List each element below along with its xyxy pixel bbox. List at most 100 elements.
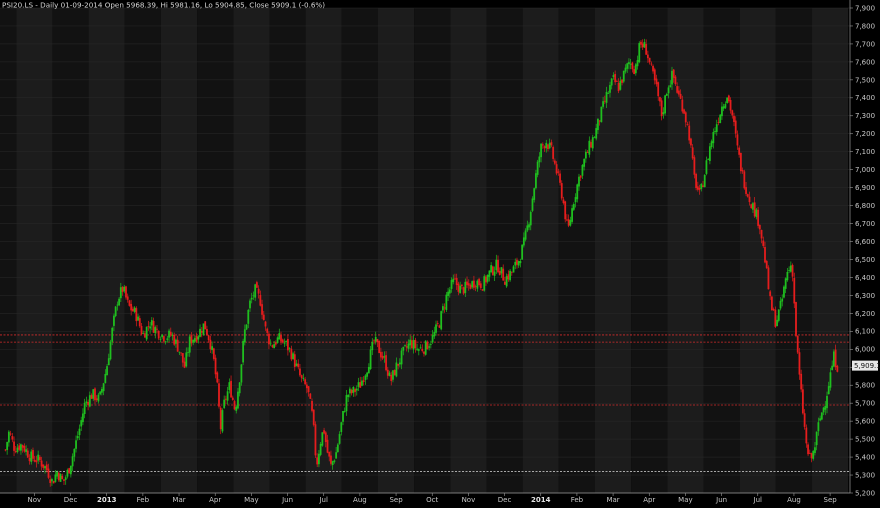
candle-body <box>770 296 773 311</box>
candle-body <box>693 157 696 175</box>
candle-body <box>674 76 677 85</box>
candle-body <box>631 62 634 70</box>
candle-body <box>560 183 563 199</box>
candle-body <box>690 138 692 146</box>
candle-body <box>445 294 448 310</box>
candle-body <box>202 323 205 335</box>
candle-body <box>304 379 307 385</box>
month-band <box>124 8 161 493</box>
candle-body <box>452 278 455 283</box>
candle-body <box>793 277 796 304</box>
candle-body <box>183 361 186 368</box>
candle-body <box>435 324 437 333</box>
candle-body <box>640 41 642 45</box>
candle-body <box>212 348 215 359</box>
candle-body <box>390 374 393 382</box>
candle-body <box>824 405 827 410</box>
y-tick-label: 7,700 <box>855 40 875 48</box>
candle-body <box>791 264 794 277</box>
candle-body <box>331 461 334 466</box>
y-tick-label: 7,100 <box>855 148 875 156</box>
candle-body <box>95 398 98 400</box>
month-band <box>88 8 125 493</box>
x-tick-label: Nov <box>28 496 42 504</box>
candle-body <box>347 394 350 398</box>
candle-body <box>385 355 387 371</box>
candle-body <box>574 197 577 203</box>
candle-body <box>144 333 146 338</box>
candle-body <box>805 427 808 444</box>
candle-body <box>447 291 449 296</box>
candle-body <box>502 268 505 281</box>
candle-body <box>557 171 560 173</box>
candle-body <box>402 346 405 351</box>
candle-body <box>216 372 219 383</box>
candle-body <box>88 395 91 407</box>
candle-body <box>324 432 327 442</box>
candle-body <box>748 196 751 203</box>
candle-body <box>247 309 250 324</box>
candle-body <box>388 372 391 376</box>
x-tick-label: 2014 <box>531 496 551 504</box>
candle-body <box>64 477 67 480</box>
candle-body <box>176 339 179 352</box>
candle-body <box>207 335 210 341</box>
month-band <box>595 8 632 493</box>
candle-body <box>657 82 660 97</box>
candle-body <box>607 93 610 94</box>
y-tick-label: 6,500 <box>855 256 875 264</box>
candle-body <box>197 336 200 340</box>
candle-body <box>812 450 815 459</box>
candle-body <box>61 475 64 479</box>
candle-body <box>295 363 298 366</box>
y-tick-label: 6,900 <box>855 184 875 192</box>
candle-body <box>581 164 584 176</box>
x-tick-label: Sep <box>389 496 403 504</box>
candle-body <box>243 329 246 343</box>
candle-body <box>171 334 174 336</box>
candle-body <box>195 335 198 342</box>
candle-body <box>192 339 195 343</box>
y-tick-label: 6,800 <box>855 202 875 210</box>
candle-body <box>206 329 208 336</box>
candle-body <box>147 326 150 327</box>
candle-body <box>676 86 679 93</box>
candle-body <box>555 164 558 174</box>
candle-body <box>121 286 124 292</box>
candle-body <box>283 342 286 344</box>
x-tick-label: Mar <box>606 496 619 504</box>
candle-body <box>113 315 115 326</box>
candle-body <box>299 368 301 376</box>
candle-body <box>817 422 820 432</box>
candle-body <box>116 304 119 306</box>
candle-body <box>193 338 196 342</box>
candle-body <box>393 369 396 376</box>
candle-body <box>698 187 701 190</box>
candle-body <box>605 91 608 103</box>
x-tick-label: Jun <box>715 496 727 504</box>
candle-body <box>257 288 260 294</box>
candle-body <box>255 282 258 288</box>
candle-body <box>497 259 499 273</box>
candle-body <box>276 337 279 343</box>
candle-body <box>68 468 71 474</box>
candle-body <box>588 140 591 155</box>
month-band <box>775 8 813 493</box>
candle-body <box>231 397 234 400</box>
candle-body <box>76 436 79 439</box>
candle-body <box>159 339 162 341</box>
candle-body <box>712 132 715 144</box>
candle-body <box>137 316 139 321</box>
candle-body <box>431 335 434 343</box>
candle-body <box>235 406 238 411</box>
candle-body <box>82 413 84 423</box>
candle-body <box>412 340 415 350</box>
candle-body <box>772 309 775 311</box>
candle-body <box>164 341 167 343</box>
candle-body <box>154 327 157 334</box>
candle-body <box>381 355 384 359</box>
candle-body <box>745 187 747 194</box>
